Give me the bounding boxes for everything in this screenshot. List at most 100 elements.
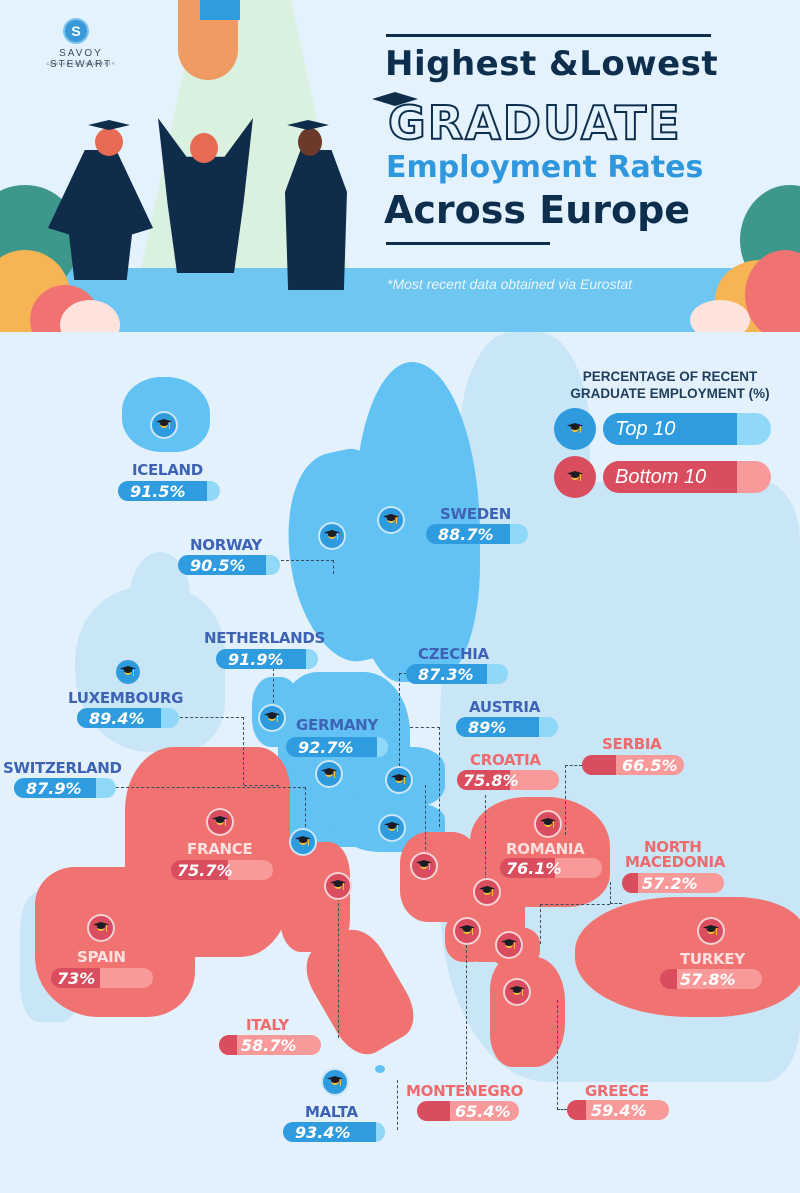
label-italy: ITALY: [246, 1016, 289, 1034]
graduation-cap-icon: [540, 818, 556, 830]
legend-title-line-1: PERCENTAGE OF RECENT: [582, 369, 758, 384]
greece-shape: [490, 957, 565, 1067]
graduation-cap-icon: [212, 816, 228, 828]
leader-line-luxembourg: [180, 717, 244, 785]
graduation-cap-icon: [509, 986, 525, 998]
graduate-illustration: [285, 150, 347, 290]
label-iceland: ICELAND: [132, 461, 203, 479]
graduation-cap-icon: [88, 120, 130, 130]
header-banner: S SAVOY STEWART COMMERCIAL PROPERTY High…: [0, 0, 800, 332]
bar-turkey: 57.8%: [660, 969, 762, 989]
legend-title: PERCENTAGE OF RECENT GRADUATE EMPLOYMENT…: [555, 368, 785, 402]
label-north-macedonia-line-1: NORTH: [644, 838, 702, 856]
label-greece: GREECE: [585, 1082, 649, 1100]
title-line-2: GRADUATE: [387, 95, 682, 151]
pin-serbia: [473, 878, 501, 906]
label-romania: ROMANIA: [506, 840, 585, 858]
value-malta: 93.4%: [295, 1123, 351, 1142]
value-austria: 89%: [468, 718, 507, 737]
bar-norway: 90.5%: [178, 555, 280, 575]
bar-spain: 73%: [51, 968, 153, 988]
value-greece: 59.4%: [591, 1101, 647, 1120]
bar-netherlands: 91.9%: [216, 649, 318, 669]
pin-malta: [321, 1068, 349, 1096]
legend-bar-top-10: Top 10: [603, 413, 771, 445]
bar-germany: 92.7%: [286, 737, 388, 757]
pin-germany: [315, 760, 343, 788]
leader-line-malta: [397, 1080, 398, 1130]
graduation-cap-icon: [330, 880, 346, 892]
title-rule-bottom: [386, 242, 550, 245]
graduation-cap-icon: [120, 666, 136, 678]
bar-france: 75.7%: [171, 860, 273, 880]
leader-line-north-macedonia: [610, 882, 622, 904]
graduation-cap-icon: [416, 860, 432, 872]
leader-line-north-macedonia-2: [540, 904, 610, 905]
brand-logo-icon: S: [63, 18, 89, 44]
label-sweden: SWEDEN: [440, 505, 512, 523]
legend-label-bottom-10: Bottom 10: [615, 466, 707, 488]
label-czechia: CZECHIA: [418, 645, 489, 663]
value-switzerland: 87.9%: [26, 779, 82, 798]
value-romania: 76.1%: [506, 859, 562, 878]
pin-uk-top: [114, 658, 142, 686]
sweden-shape: [355, 362, 480, 682]
label-austria: AUSTRIA: [469, 698, 541, 716]
graduation-cap-icon: [554, 456, 596, 498]
bar-czechia: 87.3%: [406, 664, 508, 684]
graduation-cap-icon: [501, 939, 517, 951]
graduate-head: [298, 128, 322, 156]
legend-bar-bottom-10: Bottom 10: [603, 461, 771, 493]
value-croatia: 75.8%: [463, 771, 519, 790]
pin-netherlands: [258, 704, 286, 732]
bar-montenegro: 65.4%: [417, 1101, 519, 1121]
label-france: FRANCE: [187, 840, 253, 858]
malta-shape: [375, 1065, 385, 1073]
legend-label-top-10: Top 10: [615, 418, 676, 440]
label-malta: MALTA: [305, 1103, 358, 1121]
leader-line-norway: [266, 560, 334, 574]
pin-croatia: [410, 852, 438, 880]
turkey-shape: [575, 897, 800, 1017]
pin-france: [206, 808, 234, 836]
pin-norway: [318, 522, 346, 550]
graduation-cap-icon: [156, 419, 172, 431]
bar-sweden: 88.7%: [426, 524, 528, 544]
pin-italy: [324, 872, 352, 900]
value-italy: 58.7%: [241, 1036, 297, 1055]
bar-austria: 89%: [456, 717, 558, 737]
pin-czechia: [385, 766, 413, 794]
bar-switzerland: 87.9%: [14, 778, 116, 798]
label-germany: GERMANY: [296, 716, 378, 734]
label-montenegro: MONTENEGRO: [406, 1082, 524, 1100]
graduation-cap-icon: [703, 925, 719, 937]
pin-greece: [503, 978, 531, 1006]
label-turkey: TURKEY: [680, 950, 745, 968]
graduation-cap-icon: [391, 774, 407, 786]
value-spain: 73%: [57, 969, 96, 988]
label-spain: SPAIN: [77, 948, 126, 966]
value-luxembourg: 89.4%: [89, 709, 145, 728]
value-iceland: 91.5%: [130, 482, 186, 501]
bush-decoration: [690, 300, 750, 332]
graduation-cap-icon: [295, 836, 311, 848]
leader-line-north-macedonia-3: [540, 904, 541, 944]
leader-line-netherlands: [273, 668, 274, 708]
value-norway: 90.5%: [190, 556, 246, 575]
bar-croatia: 75.8%: [457, 770, 559, 790]
pin-spain: [87, 914, 115, 942]
label-serbia: SERBIA: [602, 735, 662, 753]
spain-shape: [35, 867, 195, 1017]
value-serbia: 66.5%: [622, 756, 678, 775]
leader-line-luxembourg-2: [244, 785, 279, 786]
leader-line-czechia: [399, 673, 407, 771]
pin-montenegro: [453, 917, 481, 945]
value-montenegro: 65.4%: [455, 1102, 511, 1121]
graduation-cap-icon: [264, 712, 280, 724]
source-note: *Most recent data obtained via Eurostat: [387, 276, 633, 292]
graduation-cap-icon: [459, 925, 475, 937]
value-netherlands: 91.9%: [228, 650, 284, 669]
bar-iceland: 91.5%: [118, 481, 220, 501]
graduation-cap-icon: [554, 408, 596, 450]
title-line-1: Highest &Lowest: [385, 44, 719, 84]
